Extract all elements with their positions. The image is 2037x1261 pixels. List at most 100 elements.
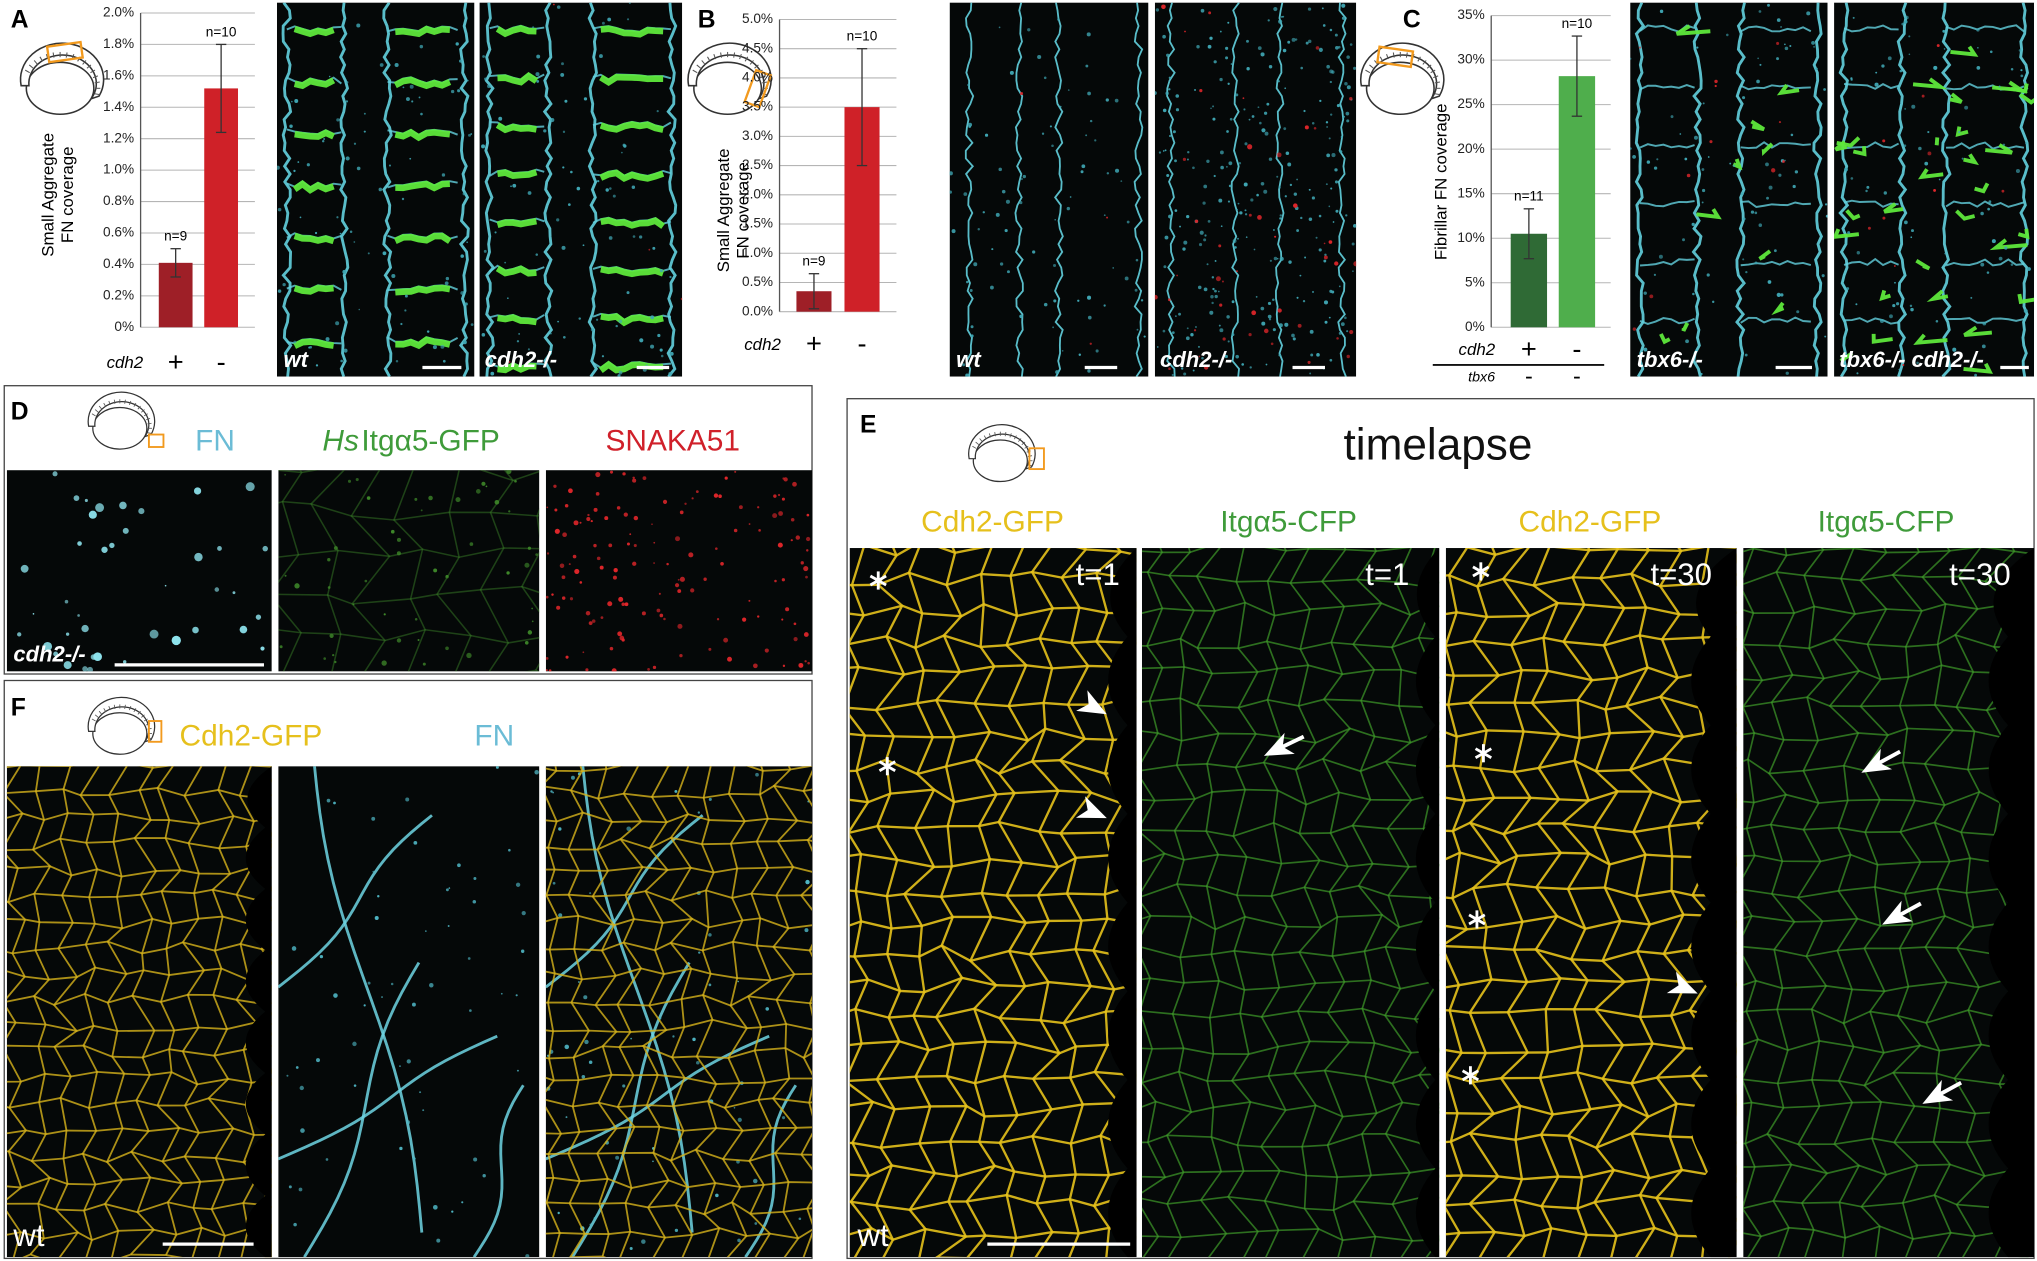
structure	[525, 669, 540, 672]
speckle	[400, 322, 403, 326]
speckle	[572, 554, 577, 559]
speckle	[419, 1091, 422, 1094]
speckle	[632, 561, 637, 566]
speckle	[2001, 189, 2005, 193]
embryo-icon	[87, 391, 165, 450]
x-tick-label: -	[217, 346, 226, 377]
speckle	[119, 501, 127, 510]
speckle	[298, 1187, 303, 1192]
speckle	[1235, 354, 1239, 359]
speckle	[1911, 104, 1916, 109]
speckle	[666, 562, 669, 566]
structure	[278, 1034, 498, 1161]
speckle	[1280, 15, 1283, 18]
speckle	[1194, 219, 1199, 223]
speckle	[93, 652, 102, 662]
structure	[1896, 2, 1908, 377]
micrograph	[6, 766, 272, 1258]
speckle	[1334, 261, 1339, 266]
speckle	[1346, 354, 1350, 359]
speckle	[1287, 40, 1291, 44]
speckle	[534, 769, 539, 775]
speckle	[366, 496, 371, 500]
speckle	[755, 772, 759, 777]
speckle	[1267, 301, 1272, 306]
speckle	[372, 870, 375, 873]
speckle	[607, 17, 612, 22]
structure	[1921, 548, 1955, 1258]
speckle	[582, 244, 585, 247]
arrowhead	[1075, 796, 1107, 819]
arrow-shaft	[1279, 734, 1305, 750]
speckle	[748, 523, 751, 525]
speckle	[164, 584, 167, 587]
structure	[849, 915, 1137, 930]
image-background	[278, 766, 540, 1258]
image-background	[1630, 2, 1828, 377]
structure	[1743, 548, 1764, 1258]
speckle	[1175, 94, 1180, 98]
speckle	[612, 575, 617, 580]
speckle	[1309, 372, 1312, 375]
structure	[1955, 126, 1969, 138]
speckle	[626, 542, 630, 546]
speckle	[1778, 121, 1782, 124]
speckle	[475, 489, 481, 494]
micrograph	[1141, 548, 1440, 1258]
speckle	[556, 218, 560, 222]
speckle	[381, 996, 383, 998]
somite-mark	[98, 710, 103, 715]
speckle	[1227, 21, 1230, 24]
speckle	[609, 646, 614, 651]
structure	[1963, 325, 1993, 338]
structure	[600, 313, 664, 327]
speckle	[1051, 144, 1054, 148]
speckle	[1729, 162, 1732, 165]
speckle	[1114, 98, 1119, 103]
speckle	[352, 1041, 357, 1047]
speckle	[1896, 302, 1900, 306]
speckle	[1206, 263, 1209, 266]
speckle	[356, 166, 361, 171]
speckle	[494, 499, 500, 505]
y-tick-label: 20%	[1457, 141, 1484, 156]
speckle	[149, 629, 159, 639]
speckle	[724, 476, 728, 480]
x-tick-label: -	[857, 328, 866, 359]
arrowhead	[1263, 732, 1295, 756]
speckle	[1331, 153, 1336, 158]
speckle	[608, 236, 613, 240]
structure	[472, 1084, 525, 1258]
speckle	[382, 251, 387, 256]
speckle	[1981, 344, 1986, 349]
somite-mark	[1013, 435, 1017, 440]
y-axis-label: FN coverage	[733, 162, 752, 259]
speckle	[1334, 180, 1339, 184]
speckle	[1220, 165, 1224, 170]
speckle	[1344, 82, 1348, 86]
speckle	[1238, 162, 1242, 165]
channel-label: Itgα5-GFP	[361, 425, 499, 458]
speckle	[1856, 372, 1859, 375]
speckle	[652, 246, 656, 250]
speckle	[1066, 206, 1071, 211]
speckle	[1124, 276, 1129, 281]
somite-mark	[39, 56, 44, 62]
speckle	[282, 282, 286, 287]
structure	[965, 548, 998, 1258]
speckle	[521, 910, 526, 916]
structure	[1351, 548, 1384, 1258]
speckle	[1172, 130, 1176, 134]
speckle	[1349, 43, 1353, 46]
structure	[1963, 153, 1979, 166]
speckle	[1758, 10, 1762, 13]
speckle	[426, 330, 430, 333]
structure	[825, 737, 848, 1261]
speckle	[672, 145, 675, 148]
structure	[394, 128, 451, 142]
speckle	[589, 1223, 592, 1226]
speckle	[1225, 165, 1228, 168]
structure	[616, 766, 644, 1258]
speckle	[1244, 213, 1248, 216]
speckle	[1336, 337, 1339, 340]
